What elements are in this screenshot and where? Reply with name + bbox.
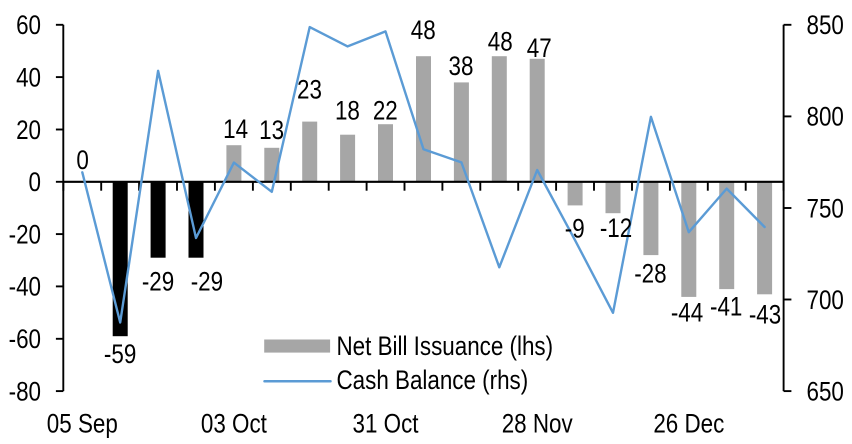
svg-text:23: 23	[297, 76, 322, 105]
svg-text:22: 22	[373, 97, 398, 126]
svg-text:-12: -12	[600, 214, 632, 243]
svg-text:31 Oct: 31 Oct	[353, 410, 419, 439]
svg-text:18: 18	[335, 97, 360, 126]
svg-text:Net Bill Issuance (lhs): Net Bill Issuance (lhs)	[337, 332, 554, 361]
svg-text:650: 650	[807, 378, 844, 407]
svg-text:38: 38	[449, 52, 474, 81]
svg-text:-44: -44	[671, 299, 704, 328]
svg-text:0: 0	[76, 146, 88, 175]
svg-text:48: 48	[488, 28, 513, 57]
svg-text:05 Sep: 05 Sep	[47, 410, 118, 439]
svg-text:750: 750	[807, 194, 844, 223]
svg-text:700: 700	[807, 286, 844, 315]
svg-text:26 Dec: 26 Dec	[653, 410, 724, 439]
svg-text:03 Oct: 03 Oct	[201, 410, 267, 439]
svg-text:28 Nov: 28 Nov	[502, 410, 574, 439]
svg-text:47: 47	[527, 34, 552, 63]
svg-text:-28: -28	[634, 259, 666, 288]
svg-text:-80: -80	[9, 378, 41, 407]
svg-text:-20: -20	[9, 221, 41, 250]
svg-text:-29: -29	[142, 268, 174, 297]
svg-text:-59: -59	[104, 340, 136, 369]
svg-text:20: 20	[16, 116, 41, 145]
svg-text:13: 13	[259, 116, 284, 145]
svg-text:850: 850	[807, 11, 844, 40]
svg-text:Cash Balance (rhs): Cash Balance (rhs)	[337, 366, 529, 395]
svg-text:-9: -9	[565, 215, 585, 244]
svg-text:-29: -29	[191, 268, 223, 297]
svg-text:60: 60	[16, 11, 41, 40]
svg-text:40: 40	[16, 64, 41, 93]
svg-text:-60: -60	[9, 325, 41, 354]
svg-text:800: 800	[807, 103, 844, 132]
svg-text:14: 14	[223, 115, 248, 144]
svg-text:0: 0	[29, 168, 41, 197]
svg-text:-41: -41	[710, 292, 742, 321]
svg-text:48: 48	[411, 16, 436, 45]
svg-text:-40: -40	[9, 273, 41, 302]
svg-text:-43: -43	[749, 301, 781, 330]
